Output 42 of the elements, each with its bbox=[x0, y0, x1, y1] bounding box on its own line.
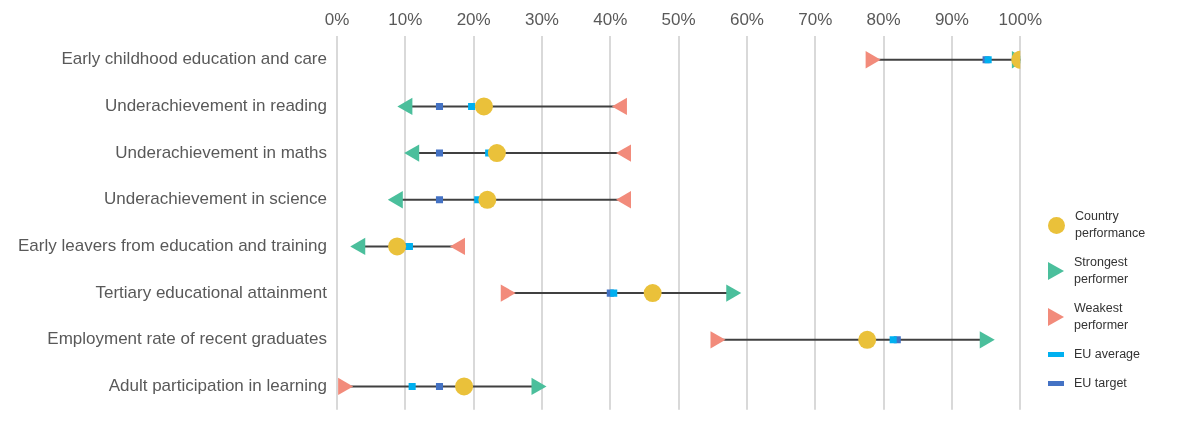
point bbox=[487, 144, 506, 163]
point bbox=[468, 102, 476, 110]
point bbox=[455, 377, 474, 396]
point bbox=[408, 382, 416, 390]
legend-label: Country performance bbox=[1075, 208, 1147, 242]
point bbox=[889, 336, 897, 344]
x-tick-label: 10% bbox=[388, 9, 423, 29]
y-tick-label: Early childhood education and care bbox=[61, 49, 327, 69]
point bbox=[435, 102, 444, 110]
x-tick-label: 60% bbox=[729, 9, 764, 29]
x-tick-label: 80% bbox=[866, 9, 901, 29]
legend-label: EU average bbox=[1074, 346, 1141, 363]
x-tick-label: 0% bbox=[324, 9, 350, 29]
point bbox=[435, 149, 444, 157]
legend-label: Strongest performer bbox=[1074, 254, 1130, 288]
legend-label: EU target bbox=[1074, 375, 1127, 392]
point bbox=[616, 191, 632, 209]
point bbox=[388, 237, 407, 256]
x-tick-label: 70% bbox=[798, 9, 833, 29]
point bbox=[616, 144, 632, 162]
y-tick-label: Underachievement in science bbox=[103, 189, 327, 209]
point bbox=[858, 330, 877, 349]
point bbox=[478, 190, 497, 209]
x-tick-label: 100% bbox=[998, 9, 1042, 29]
x-tick-label: 50% bbox=[661, 9, 696, 29]
point bbox=[435, 382, 444, 390]
y-tick-label: Underachievement in maths bbox=[115, 142, 327, 162]
x-tick-label: 40% bbox=[593, 9, 628, 29]
point bbox=[474, 97, 493, 116]
point bbox=[610, 289, 618, 297]
legend-label: Weakest performer bbox=[1074, 300, 1130, 334]
y-tick-label: Underachievement in reading bbox=[104, 96, 327, 116]
y-tick-label: Early leavers from education and training bbox=[18, 236, 327, 256]
point bbox=[435, 196, 444, 204]
point bbox=[643, 284, 662, 303]
x-tick-label: 90% bbox=[934, 9, 969, 29]
x-tick-label: 20% bbox=[456, 9, 491, 29]
x-tick-label: 30% bbox=[524, 9, 559, 29]
y-tick-label: Employment rate of recent graduates bbox=[47, 329, 327, 349]
y-tick-label: Adult participation in learning bbox=[108, 376, 327, 396]
y-tick-label: Tertiary educational attainment bbox=[95, 282, 328, 302]
point bbox=[405, 242, 413, 250]
